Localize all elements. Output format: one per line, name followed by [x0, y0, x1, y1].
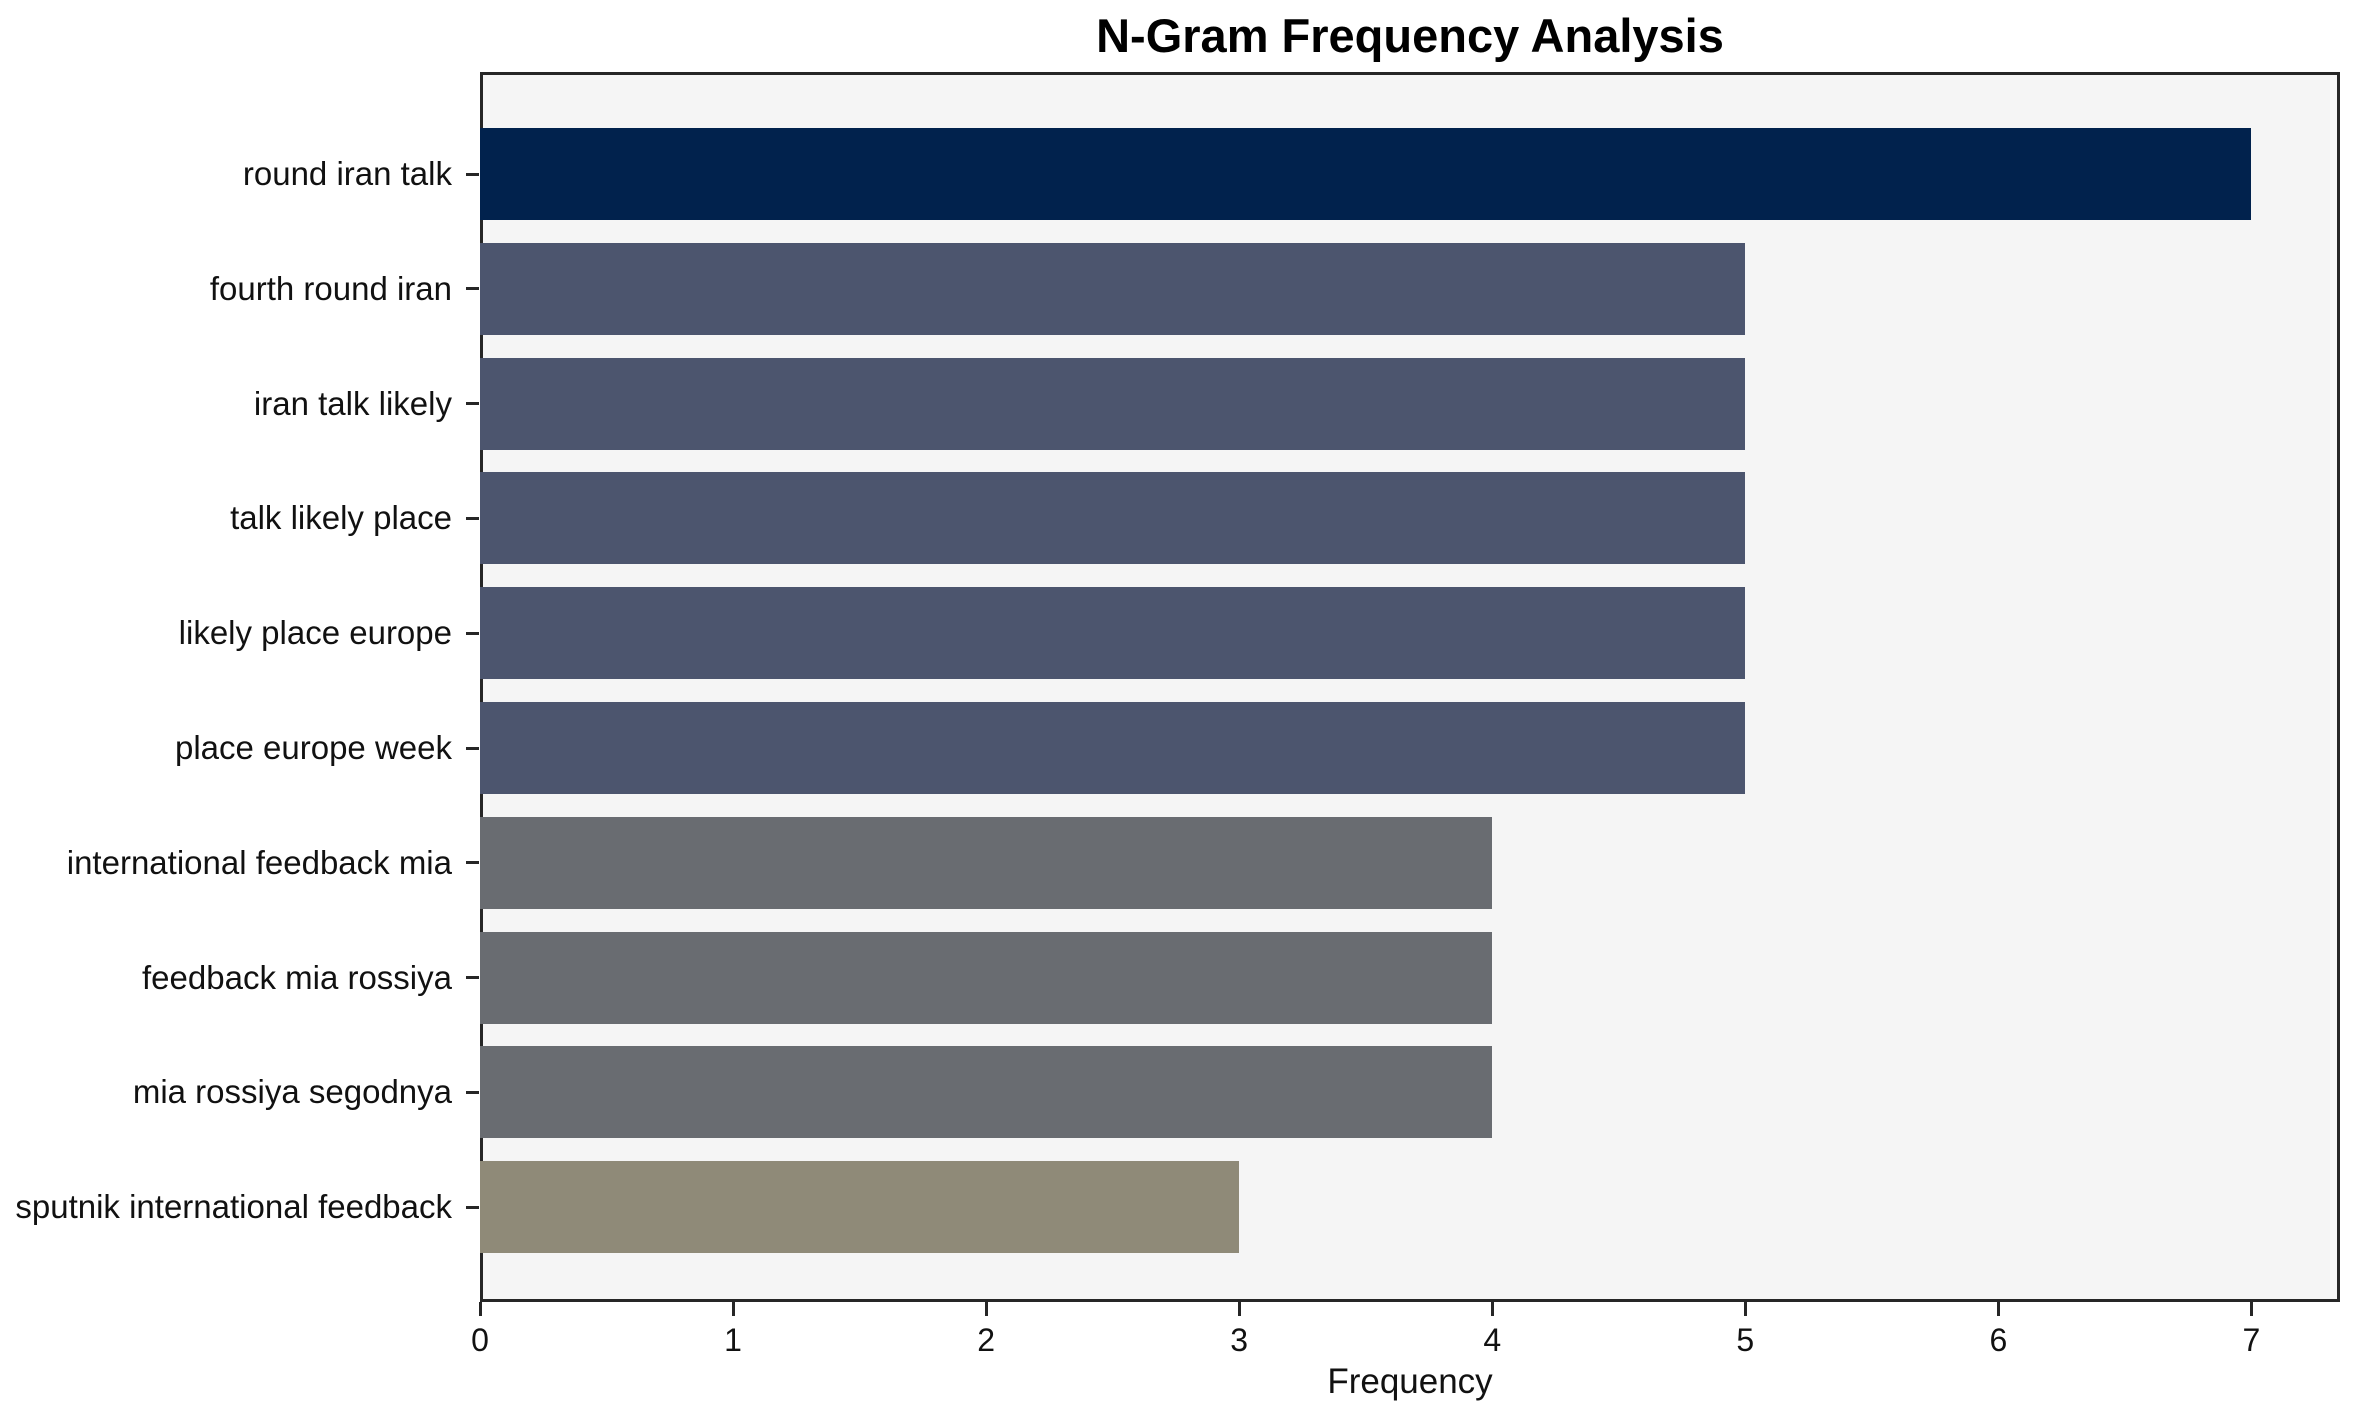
y-tick-label: talk likely place — [230, 499, 452, 537]
y-tick-mark — [466, 287, 479, 291]
bar-place-europe-week — [480, 702, 1746, 794]
x-tick-label: 5 — [1736, 1322, 1755, 1358]
y-tick-label: fourth round iran — [209, 269, 452, 307]
bar-sputnik-international-feedback — [480, 1161, 1240, 1254]
bar-round-iran-talk — [480, 128, 2252, 220]
bar-feedback-mia-rossiya — [480, 931, 1493, 1024]
y-tick-mark — [466, 976, 479, 980]
y-tick-mark — [466, 746, 479, 750]
y-tick-label: round iran talk — [242, 155, 452, 192]
x-tick-label: 0 — [471, 1322, 489, 1358]
y-tick-label: place europe week — [174, 729, 452, 766]
x-tick-label: 3 — [1230, 1322, 1249, 1358]
y-tick-mark — [466, 1090, 479, 1094]
x-tick-mark — [478, 1302, 482, 1316]
x-tick-label: 4 — [1483, 1322, 1502, 1358]
y-tick-mark — [466, 861, 479, 865]
x-tick-label: 6 — [1989, 1322, 2008, 1358]
x-tick-mark — [1996, 1302, 2000, 1316]
y-tick-mark — [466, 402, 479, 406]
bar-iran-talk-likely — [480, 357, 1746, 450]
y-tick-mark — [466, 1205, 479, 1209]
y-tick-label: international feedback mia — [66, 843, 452, 881]
y-tick-label: likely place europe — [178, 614, 452, 652]
y-tick-label: feedback mia rossiya — [142, 958, 452, 996]
x-tick-mark — [2249, 1302, 2253, 1316]
bar-talk-likely-place — [480, 472, 1746, 565]
x-tick-mark — [1237, 1302, 1241, 1316]
y-tick-label: iran talk likely — [253, 384, 452, 422]
x-tick-mark — [731, 1302, 735, 1316]
x-tick-label: 1 — [724, 1322, 742, 1358]
y-tick-label: mia rossiya segodnya — [132, 1073, 452, 1111]
x-tick-label: 2 — [977, 1322, 995, 1358]
bar-likely-place-europe — [480, 587, 1746, 680]
chart-title: N-Gram Frequency Analysis — [1096, 9, 1724, 62]
x-tick-mark — [1743, 1302, 1747, 1316]
bar-fourth-round-iran — [480, 242, 1746, 335]
y-tick-mark — [466, 172, 479, 176]
bar-international-feedback-mia — [480, 816, 1493, 909]
y-tick-label: sputnik international feedback — [15, 1188, 452, 1226]
x-tick-label: 7 — [2242, 1322, 2261, 1358]
y-tick-mark — [466, 516, 479, 520]
x-axis-label: Frequency — [1327, 1362, 1493, 1401]
y-tick-mark — [466, 631, 479, 635]
x-tick-mark — [1490, 1302, 1494, 1316]
bar-mia-rossiya-segodnya — [480, 1046, 1493, 1139]
x-tick-mark — [984, 1302, 988, 1316]
